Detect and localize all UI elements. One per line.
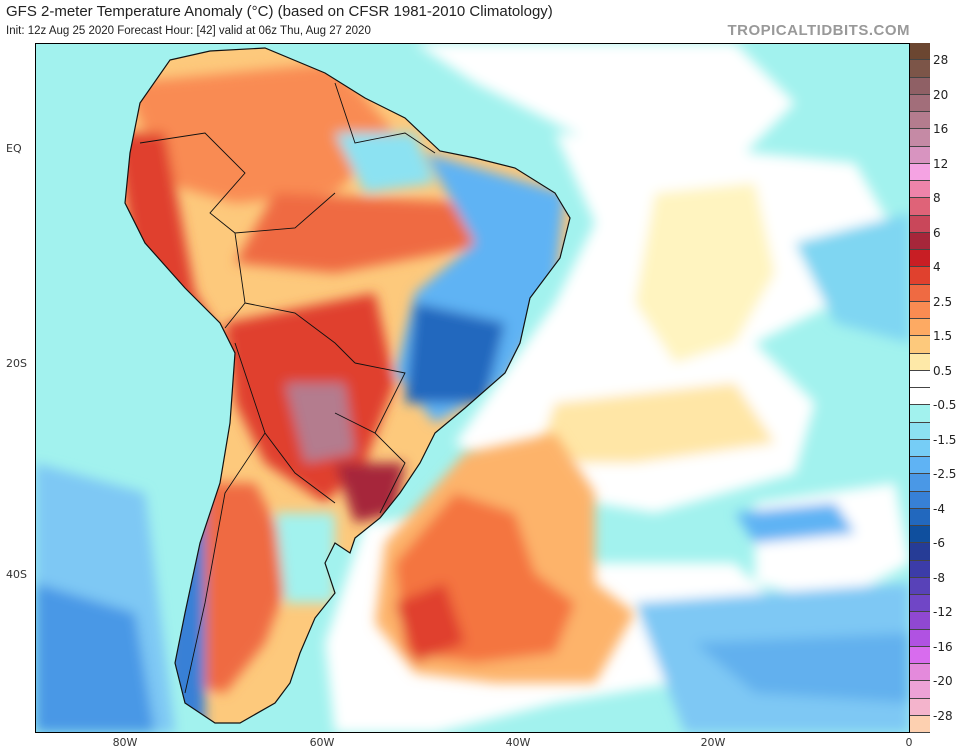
map-title: GFS 2-meter Temperature Anomaly (°C) (ba… <box>6 3 553 20</box>
colorbar-bin <box>910 388 930 406</box>
colorbar-bin <box>910 474 930 492</box>
colorbar-label: -2.5 <box>933 467 957 482</box>
colorbar-bin <box>910 595 930 613</box>
colorbar-bin <box>910 698 930 716</box>
colorbar-label: -16 <box>933 639 953 654</box>
colorbar-bin <box>910 457 930 475</box>
lon-label-40w: 40W <box>505 736 531 749</box>
colorbar-label: -4 <box>933 501 945 516</box>
colorbar-label: 2.5 <box>933 294 953 309</box>
colorbar-bin <box>910 198 930 216</box>
colorbar-label: 8 <box>933 191 941 206</box>
colorbar-bin <box>910 664 930 682</box>
colorbar-bin <box>910 284 930 302</box>
colorbar-bin <box>910 715 930 733</box>
colorbar-bin <box>910 215 930 233</box>
colorbar-bin <box>910 336 930 354</box>
colorbar-label: 1.5 <box>933 329 953 344</box>
forecast-info: Init: 12z Aug 25 2020 Forecast Hour: [42… <box>6 25 371 37</box>
temperature-anomaly-map <box>35 43 910 733</box>
map-frame <box>35 43 910 733</box>
country-borders <box>139 82 436 694</box>
lon-label-0: 0 <box>905 736 913 749</box>
lon-label-80w: 80W <box>112 736 138 749</box>
brand-watermark: TROPICALTIDBITS.COM <box>727 22 910 39</box>
colorbar-bin <box>910 319 930 337</box>
colorbar-bin <box>910 43 930 61</box>
colorbar-bin <box>910 301 930 319</box>
colorbar-bin <box>910 77 930 95</box>
colorbar-bin <box>910 629 930 647</box>
colorbar-bin <box>910 491 930 509</box>
colorbar-label: 16 <box>933 122 949 137</box>
lat-label-40s: 40S <box>6 568 27 581</box>
colorbar-label: -8 <box>933 570 945 585</box>
colorbar-label: -0.5 <box>933 398 957 413</box>
colorbar-label: -1.5 <box>933 432 957 447</box>
colorbar-bin <box>910 370 930 388</box>
colorbar-label: 20 <box>933 87 949 102</box>
colorbar <box>910 43 930 733</box>
lon-label-20w: 20W <box>700 736 726 749</box>
colorbar-bin <box>910 508 930 526</box>
colorbar-bin <box>910 94 930 112</box>
colorbar-bin <box>910 526 930 544</box>
colorbar-label: -12 <box>933 605 953 620</box>
colorbar-bin <box>910 163 930 181</box>
colorbar-bin <box>910 681 930 699</box>
colorbar-bin <box>910 560 930 578</box>
lat-label-20s: 20S <box>6 357 27 370</box>
colorbar-bin <box>910 543 930 561</box>
colorbar-bin <box>910 405 930 423</box>
colorbar-bin <box>910 60 930 78</box>
colorbar-bin <box>910 129 930 147</box>
colorbar-bin <box>910 353 930 371</box>
colorbar-label: 4 <box>933 260 941 275</box>
warm-anomaly-south-atlantic <box>375 433 635 683</box>
colorbar-bin <box>910 422 930 440</box>
colorbar-label: 28 <box>933 53 949 68</box>
colorbar-bin <box>910 112 930 130</box>
colorbar-bin <box>910 577 930 595</box>
colorbar-bin <box>910 612 930 630</box>
colorbar-bin <box>910 146 930 164</box>
colorbar-bin <box>910 181 930 199</box>
colorbar-bin <box>910 267 930 285</box>
colorbar-bin <box>910 646 930 664</box>
colorbar-label: -28 <box>933 708 953 723</box>
lon-label-60w: 60W <box>309 736 335 749</box>
colorbar-label: -20 <box>933 674 953 689</box>
colorbar-label: 0.5 <box>933 363 953 378</box>
colorbar-label: -6 <box>933 536 945 551</box>
colorbar-label: 12 <box>933 156 949 171</box>
colorbar-bin <box>910 232 930 250</box>
lat-label-eq: EQ <box>6 142 22 155</box>
colorbar-bin <box>910 439 930 457</box>
colorbar-bin <box>910 250 930 268</box>
ocean-anomaly-field <box>35 43 910 733</box>
colorbar-label: 6 <box>933 225 941 240</box>
